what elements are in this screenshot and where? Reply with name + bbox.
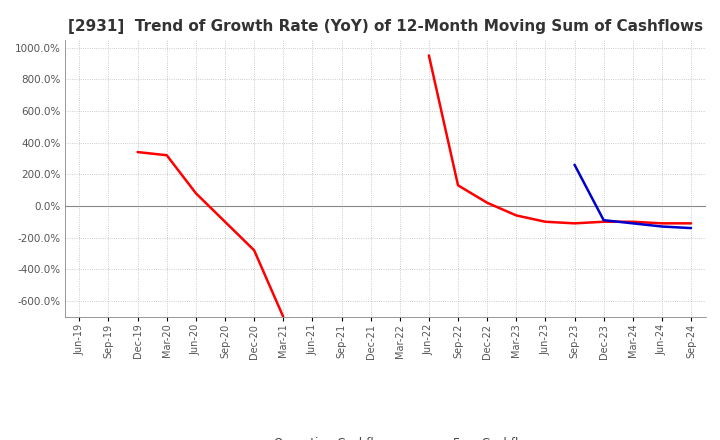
Title: [2931]  Trend of Growth Rate (YoY) of 12-Month Moving Sum of Cashflows: [2931] Trend of Growth Rate (YoY) of 12-… [68, 19, 703, 34]
Legend: Operating Cashflow, Free Cashflow: Operating Cashflow, Free Cashflow [230, 433, 540, 440]
